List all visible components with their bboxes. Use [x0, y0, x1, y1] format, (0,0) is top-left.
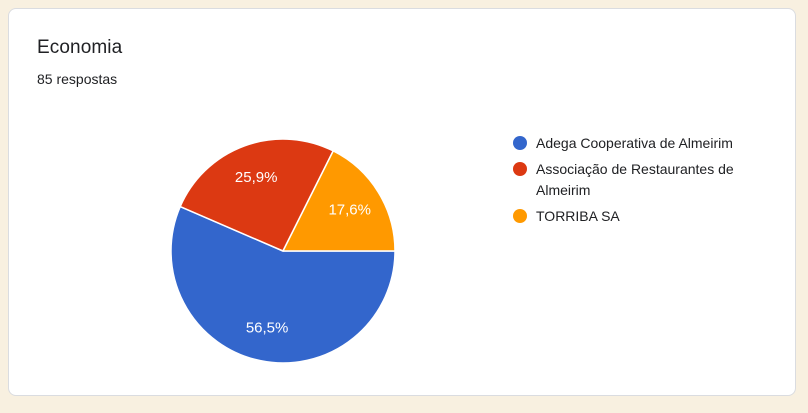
chart-legend: Adega Cooperativa de Almeirim Associação … — [513, 133, 775, 227]
pie-slice-label-2: 17,6% — [328, 201, 371, 218]
pie-slice-2[interactable] — [282, 150, 396, 252]
chart-summary-card: Economia 85 respostas 56,5% 25,9% 17,6% Ad… — [8, 8, 796, 396]
legend-item-2: TORRIBA SA — [513, 206, 775, 227]
response-count: 85 respostas — [37, 71, 118, 87]
legend-item-1: Associação de Restaurantes de Almeirim — [513, 159, 775, 201]
pie-slice-0[interactable] — [170, 205, 396, 364]
pie-chart: 56,5% 25,9% 17,6% — [170, 138, 396, 364]
legend-swatch-icon — [513, 162, 527, 176]
legend-swatch-icon — [513, 209, 527, 223]
legend-label: Associação de Restaurantes de Almeirim — [536, 161, 734, 198]
pie-slice-label-0: 56,5% — [246, 319, 289, 336]
legend-item-0: Adega Cooperativa de Almeirim — [513, 133, 775, 154]
pie-chart-area: 56,5% 25,9% 17,6% Adega Cooperativa de Alm… — [9, 119, 795, 379]
pie-slice-label-1: 25,9% — [235, 169, 278, 186]
legend-label: TORRIBA SA — [536, 208, 620, 224]
legend-label: Adega Cooperativa de Almeirim — [536, 135, 733, 151]
chart-title: Economia — [37, 37, 123, 58]
legend-swatch-icon — [513, 136, 527, 150]
pie-slice-1[interactable] — [179, 138, 334, 252]
